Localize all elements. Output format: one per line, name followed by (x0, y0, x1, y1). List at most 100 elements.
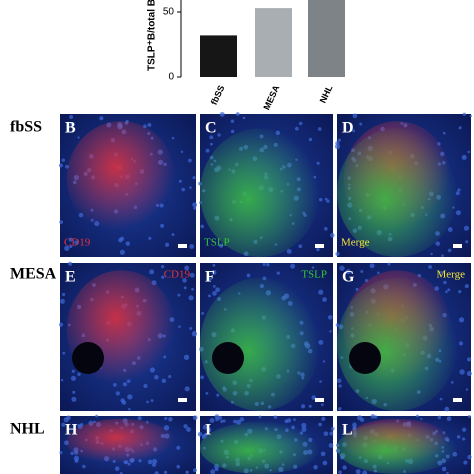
nucleus (318, 422, 322, 427)
y-axis-label: TSLP⁺B/total B (147, 0, 158, 71)
scale-bar (453, 398, 462, 402)
nucleus (188, 158, 192, 163)
nucleus (150, 399, 154, 403)
stain-label: CD19 (64, 237, 91, 249)
nucleus (161, 275, 165, 279)
nucleus (77, 372, 81, 376)
nucleus (192, 202, 198, 208)
nucleus (114, 466, 120, 471)
nucleus (359, 122, 363, 126)
nucleus (209, 135, 214, 140)
nucleus (185, 470, 189, 474)
nucleus (205, 391, 209, 395)
nucleus (337, 138, 342, 142)
x-tick-label: fbSS (209, 84, 227, 107)
nucleus (323, 431, 329, 437)
x-tick-label: MESA (261, 83, 281, 111)
nucleus (447, 248, 452, 253)
nucleus (168, 375, 172, 379)
nucleus (420, 417, 423, 421)
stain-label: Merge (341, 237, 370, 249)
nucleus (335, 323, 339, 327)
nucleus (188, 295, 194, 301)
row-label: NHL (10, 421, 45, 438)
nucleus (467, 414, 471, 419)
nucleus (446, 416, 452, 422)
dark-vessel (212, 342, 244, 374)
nucleus (360, 417, 365, 422)
nucleus (387, 262, 391, 266)
nucleus (455, 210, 461, 216)
nucleus (184, 386, 190, 392)
nucleus (127, 394, 133, 400)
nucleus (208, 277, 212, 281)
nucleus (338, 384, 342, 388)
nucleus (69, 122, 73, 126)
nucleus (276, 271, 280, 275)
nucleus (209, 417, 215, 423)
dark-vessel (72, 342, 104, 374)
nucleus (320, 403, 324, 407)
nucleus (374, 415, 378, 419)
nucleus (352, 129, 356, 133)
nucleus (212, 285, 216, 288)
nucleus (457, 188, 461, 192)
nucleus (171, 233, 175, 237)
nucleus (178, 325, 181, 328)
nucleus (462, 112, 466, 116)
nucleus (462, 437, 466, 441)
nucleus (458, 290, 462, 294)
nucleus (59, 220, 64, 225)
nucleus (71, 369, 75, 373)
nucleus (458, 341, 464, 346)
nucleus (217, 133, 221, 137)
nucleus (202, 424, 208, 430)
row-label: fbSS (10, 119, 42, 136)
nucleus (266, 263, 270, 267)
stain-label: TSLP (204, 237, 230, 249)
nucleus (210, 469, 216, 474)
nucleus (345, 269, 351, 275)
nucleus (301, 422, 307, 428)
nucleus (60, 378, 64, 382)
nucleus (466, 370, 472, 377)
nucleus (61, 422, 66, 427)
nucleus (286, 418, 292, 423)
nucleus (441, 466, 447, 472)
nucleus (322, 460, 328, 466)
nucleus (444, 406, 450, 412)
nucleus (469, 114, 473, 118)
nucleus (329, 431, 334, 436)
nucleus (446, 471, 449, 474)
nucleus (467, 454, 472, 460)
nucleus (192, 176, 196, 180)
nucleus (428, 265, 433, 269)
nucleus (235, 112, 240, 116)
nucleus (327, 315, 333, 320)
nucleus (316, 247, 320, 252)
nucleus (206, 427, 212, 433)
nucleus (458, 126, 462, 130)
nucleus (62, 351, 66, 355)
nucleus (210, 142, 213, 146)
green-signal (200, 277, 320, 411)
y-tick-label: 50 (163, 7, 175, 18)
nucleus (293, 418, 296, 422)
nucleus (201, 311, 205, 315)
nucleus (294, 126, 299, 131)
nucleus (290, 263, 296, 269)
nucleus (467, 150, 471, 154)
nucleus (258, 415, 262, 419)
scale-bar (315, 398, 324, 402)
nucleus (160, 223, 165, 228)
nucleus (330, 426, 335, 431)
nucleus (119, 249, 125, 255)
nucleus (69, 244, 73, 249)
nucleus (318, 289, 324, 295)
nucleus (352, 422, 357, 428)
bar (200, 35, 237, 77)
nucleus (214, 467, 219, 472)
nucleus (118, 237, 123, 243)
red-signal (66, 121, 176, 236)
nucleus (161, 378, 167, 384)
